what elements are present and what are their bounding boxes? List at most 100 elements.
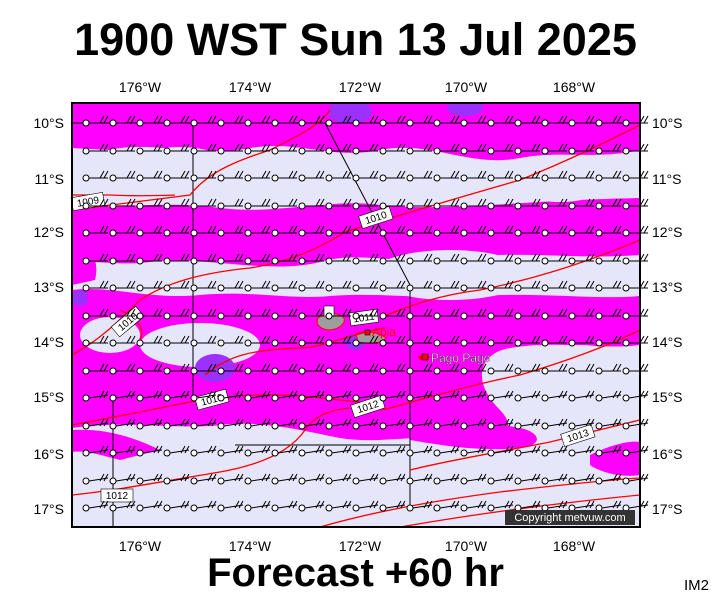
wind-barb-station — [460, 422, 468, 430]
wind-barb-station — [82, 394, 90, 402]
wind-barb-station — [433, 284, 441, 292]
wind-barb-station — [595, 119, 603, 127]
wind-barb — [574, 390, 595, 399]
wind-barb-station — [325, 312, 333, 320]
wind-barb-station — [460, 339, 468, 347]
wind-barb — [116, 335, 136, 344]
wind-barb-station — [379, 312, 387, 320]
wind-barb — [88, 445, 109, 454]
wind-barb-station — [514, 477, 522, 485]
wind-barb — [196, 473, 217, 482]
wind-barb-station — [109, 312, 117, 320]
wind-barb — [251, 363, 271, 372]
wind-barb-station — [433, 147, 441, 155]
wind-barb — [278, 198, 298, 207]
wind-barb — [332, 280, 352, 289]
wind-barb — [385, 500, 406, 509]
wind-barb — [88, 390, 109, 399]
wind-barb — [250, 418, 271, 427]
wind-barb — [331, 390, 352, 399]
wind-barb — [494, 308, 514, 317]
wind-barb-station — [298, 339, 306, 347]
wind-barb — [250, 473, 271, 482]
wind-barb-station — [163, 312, 171, 320]
wind-barb — [169, 445, 190, 454]
wind-barb-station — [352, 367, 360, 375]
wind-barb-station — [568, 477, 576, 485]
wind-barb-station — [163, 477, 171, 485]
wind-barb — [386, 308, 406, 317]
wind-barb-station — [244, 284, 252, 292]
wind-barb-station — [568, 147, 576, 155]
wind-barb-station — [514, 449, 522, 457]
wind-barb-station — [460, 119, 468, 127]
wind-barb — [521, 225, 541, 234]
wind-barb — [224, 143, 244, 152]
wind-barb-station — [568, 367, 576, 375]
wind-barb-station — [109, 119, 117, 127]
wind-barb — [386, 225, 406, 234]
wind-barb — [251, 253, 271, 262]
wind-barb — [197, 143, 217, 152]
wind-barb-station — [622, 312, 630, 320]
wind-barb-station — [622, 449, 630, 457]
wind-barb-station — [244, 147, 252, 155]
wind-barb-station — [109, 422, 117, 430]
svg-text:17°S: 17°S — [33, 501, 64, 517]
wind-barb — [575, 363, 595, 372]
svg-text:16°S: 16°S — [652, 446, 683, 462]
wind-barb — [467, 225, 487, 234]
wind-barb — [224, 308, 244, 317]
wind-barb-station — [109, 449, 117, 457]
wind-barb-station — [433, 449, 441, 457]
wind-barb-station — [352, 174, 360, 182]
wind-barb-station — [379, 202, 387, 210]
wind-barb — [547, 500, 568, 509]
wind-barb-station — [82, 422, 90, 430]
wind-barb — [251, 225, 271, 234]
wind-barb — [467, 280, 487, 289]
wind-barb — [116, 225, 136, 234]
wind-barb — [143, 363, 163, 372]
wind-barb — [440, 115, 460, 124]
wind-barb-station — [595, 394, 603, 402]
wind-barb-station — [568, 394, 576, 402]
wind-barb-station — [514, 312, 522, 320]
wind-barb-station — [298, 229, 306, 237]
wind-barb — [88, 500, 109, 509]
wind-barb-station — [568, 422, 576, 430]
wind-barb-station — [352, 394, 360, 402]
wind-barb — [89, 335, 109, 344]
wind-barb — [467, 363, 487, 372]
svg-text:172°W: 172°W — [339, 79, 382, 95]
wind-barb-station — [568, 339, 576, 347]
wind-barb-station — [271, 229, 279, 237]
svg-text:176°W: 176°W — [119, 79, 162, 95]
wind-barb — [278, 170, 298, 179]
wind-barb — [197, 280, 217, 289]
wind-barb — [304, 418, 325, 427]
wind-barb-station — [82, 147, 90, 155]
wind-barb-station — [433, 312, 441, 320]
wind-barb — [89, 198, 109, 207]
svg-text:10°S: 10°S — [652, 115, 683, 131]
wind-barb — [169, 500, 190, 509]
wind-barb-station — [298, 119, 306, 127]
wind-barb-station — [325, 119, 333, 127]
wind-barb — [466, 500, 487, 509]
wind-barb — [170, 115, 190, 124]
wind-barb — [278, 253, 298, 262]
wind-barb — [494, 280, 514, 289]
wind-barb — [574, 500, 595, 509]
wind-barb — [412, 500, 433, 509]
wind-barb-station — [487, 339, 495, 347]
wind-barb-station — [460, 257, 468, 265]
wind-barb — [224, 363, 244, 372]
wind-barb-station — [271, 174, 279, 182]
wind-barb-station — [217, 284, 225, 292]
wind-barb-station — [244, 202, 252, 210]
wind-barb-station — [541, 147, 549, 155]
wind-barb — [332, 143, 352, 152]
wind-barb-station — [460, 147, 468, 155]
wind-barb-station — [244, 422, 252, 430]
